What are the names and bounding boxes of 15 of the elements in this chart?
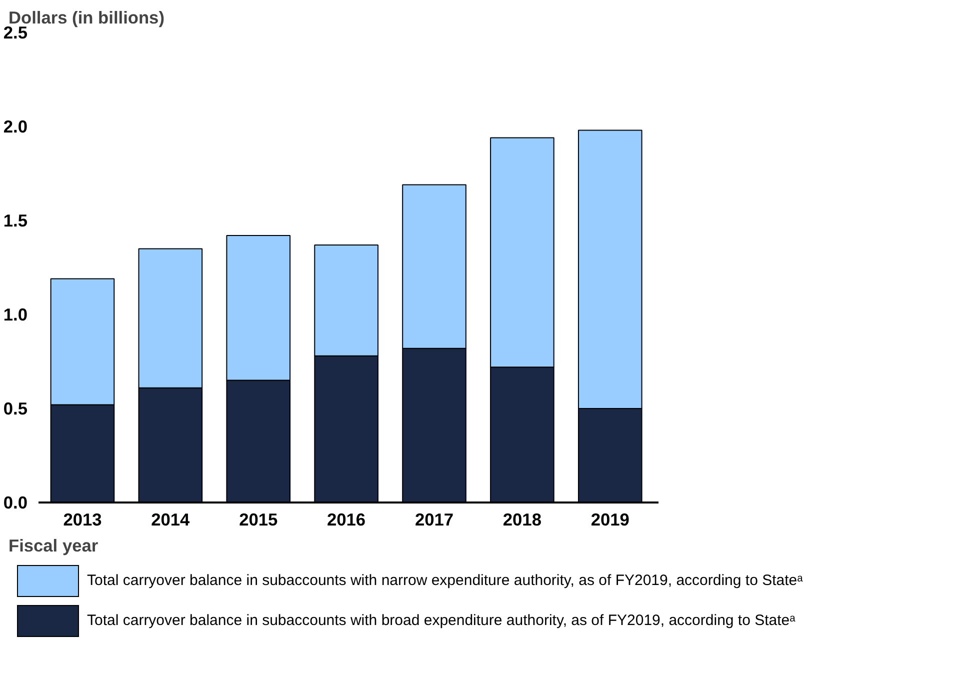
x-axis-title: Fiscal year bbox=[8, 536, 98, 556]
y-tick-label: 2.0 bbox=[3, 116, 28, 136]
x-tick-label: 2017 bbox=[414, 510, 454, 530]
x-tick-label: 2016 bbox=[327, 510, 366, 530]
x-tick-label: 2014 bbox=[151, 510, 190, 530]
y-tick-label: 1.5 bbox=[3, 210, 28, 230]
x-tick-label: 2013 bbox=[63, 510, 102, 530]
x-tick-label: 2019 bbox=[590, 510, 630, 530]
legend-label: Total carryover balance in subaccounts with broad expenditure authority, as of FY2019, according to Stateᵃ bbox=[87, 611, 796, 632]
y-tick-label: 1.0 bbox=[3, 304, 28, 324]
x-tick-label: 2018 bbox=[502, 510, 542, 530]
y-tick-label: 0.0 bbox=[3, 492, 28, 512]
legend-label: Total carryover balance in subaccounts with narrow expenditure authority, as of FY2019, according to Stateᵃ bbox=[87, 571, 803, 592]
x-tick-label: 2015 bbox=[239, 510, 278, 530]
y-tick-label: 0.5 bbox=[3, 398, 28, 418]
